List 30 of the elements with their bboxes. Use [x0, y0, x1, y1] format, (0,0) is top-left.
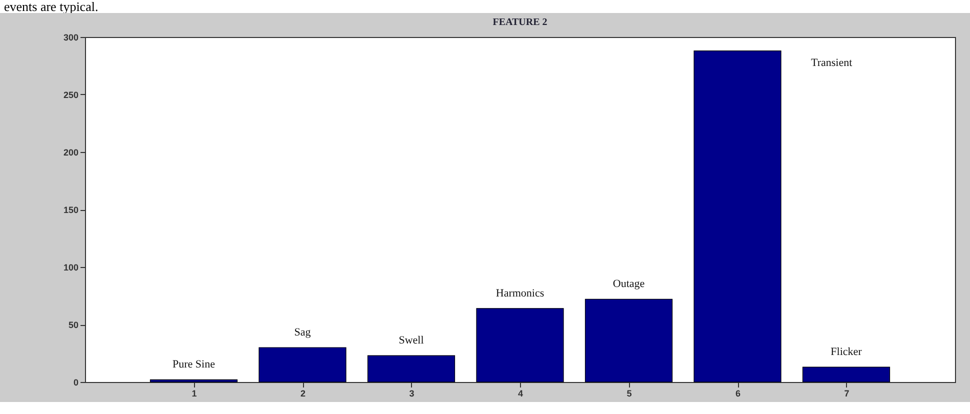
text: events are typical.: [3, 0, 100, 14]
bar: [476, 308, 564, 382]
y-tick-label: 250: [63, 90, 78, 100]
y-tick-label: 50: [68, 320, 78, 330]
x-tick-label: 1: [192, 388, 197, 398]
x-tick-label: 5: [626, 388, 632, 398]
y-tick-label: 100: [63, 262, 78, 272]
annotation: Swell: [398, 334, 424, 347]
chart-title: FEATURE 2: [492, 17, 548, 28]
bar: [258, 347, 346, 382]
x-tick-label: 6: [735, 388, 741, 398]
bar: [802, 366, 890, 382]
annotation: Pure Sine: [172, 358, 216, 371]
annotation: Harmonics: [496, 287, 544, 300]
x-tick-label: 2: [300, 388, 306, 398]
annotation: Flicker: [830, 346, 862, 358]
x-tick-label: 3: [409, 388, 414, 398]
bar: [584, 298, 673, 382]
y-tick-label: 300: [63, 32, 78, 42]
bar: [367, 355, 456, 382]
bar: [694, 50, 782, 382]
annotation: Sag: [294, 326, 312, 338]
annotation: Outage: [612, 278, 645, 290]
bar: [150, 379, 238, 382]
y-tick-label: 0: [73, 378, 78, 388]
annotation: Transient: [811, 56, 852, 69]
x-tick-label: 7: [844, 388, 850, 398]
y-tick-label: 150: [63, 205, 78, 215]
x-tick-label: 4: [518, 388, 524, 398]
y-tick-label: 200: [63, 148, 78, 158]
